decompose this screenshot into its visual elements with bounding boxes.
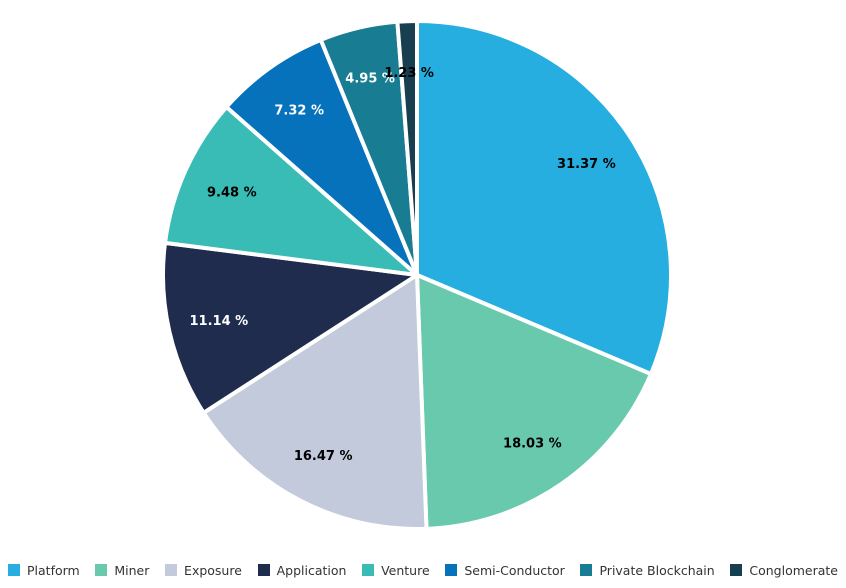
legend: Platform Miner Exposure Application Venture S… (0, 558, 846, 582)
legend-item-application[interactable]: Application (257, 562, 347, 578)
legend-label: Venture (381, 562, 430, 578)
pie-slices (161, 19, 673, 531)
legend-swatch (8, 564, 20, 576)
legend-item-semi-conductor[interactable]: Semi-Conductor (445, 563, 565, 578)
legend-item-private-blockchain[interactable]: Private Blockchain (580, 562, 715, 578)
data-labels: 31.37 % 18.03 % 16.47 % 11.14 % 9.48 % 7.32 %… (190, 66, 616, 464)
legend-swatch (165, 564, 178, 576)
pie-slice-miner[interactable] (415, 273, 653, 531)
legend-swatch (445, 564, 458, 576)
legend-label: Conglomerate (749, 562, 838, 578)
legend-item-venture[interactable]: Venture (362, 563, 430, 578)
pie-slice-conglomerate[interactable] (395, 19, 419, 277)
data-label-application: 11.14 % (190, 314, 249, 329)
legend-item-miner[interactable]: Miner (95, 563, 149, 578)
legend-label: Semi-Conductor (464, 562, 565, 578)
legend-swatch (362, 564, 375, 576)
data-label-platform: 31.37 % (557, 157, 616, 172)
data-label-conglomerate: 1.23 % (384, 66, 434, 81)
legend-item-platform[interactable]: Platform (8, 563, 80, 578)
legend-swatch (95, 564, 108, 576)
pie-slice-exposure[interactable] (201, 273, 429, 531)
data-label-miner: 18.03 % (503, 436, 562, 451)
legend-item-exposure[interactable]: Exposure (165, 563, 242, 578)
legend-label: Application (276, 562, 347, 578)
legend-label: Platform (27, 562, 80, 578)
data-label-private-blockchain: 4.95 % (345, 71, 395, 86)
legend-label: Miner (114, 562, 150, 578)
data-label-exposure: 16.47 % (294, 449, 353, 464)
pie-slice-application[interactable] (161, 240, 419, 415)
pie-slice-venture[interactable] (163, 105, 419, 277)
legend-swatch (730, 564, 743, 576)
data-label-venture: 9.48 % (207, 185, 257, 200)
legend-item-conglomerate[interactable]: Conglomerate (730, 563, 838, 578)
legend-label: Private Blockchain (599, 562, 715, 578)
legend-swatch (580, 564, 593, 576)
pie-slice-platform[interactable] (415, 19, 673, 377)
legend-label: Exposure (184, 562, 242, 578)
data-label-semi-conductor: 7.32 % (274, 103, 324, 118)
legend-swatch (257, 564, 270, 576)
pie-slice-semi-conductor[interactable] (224, 37, 419, 277)
